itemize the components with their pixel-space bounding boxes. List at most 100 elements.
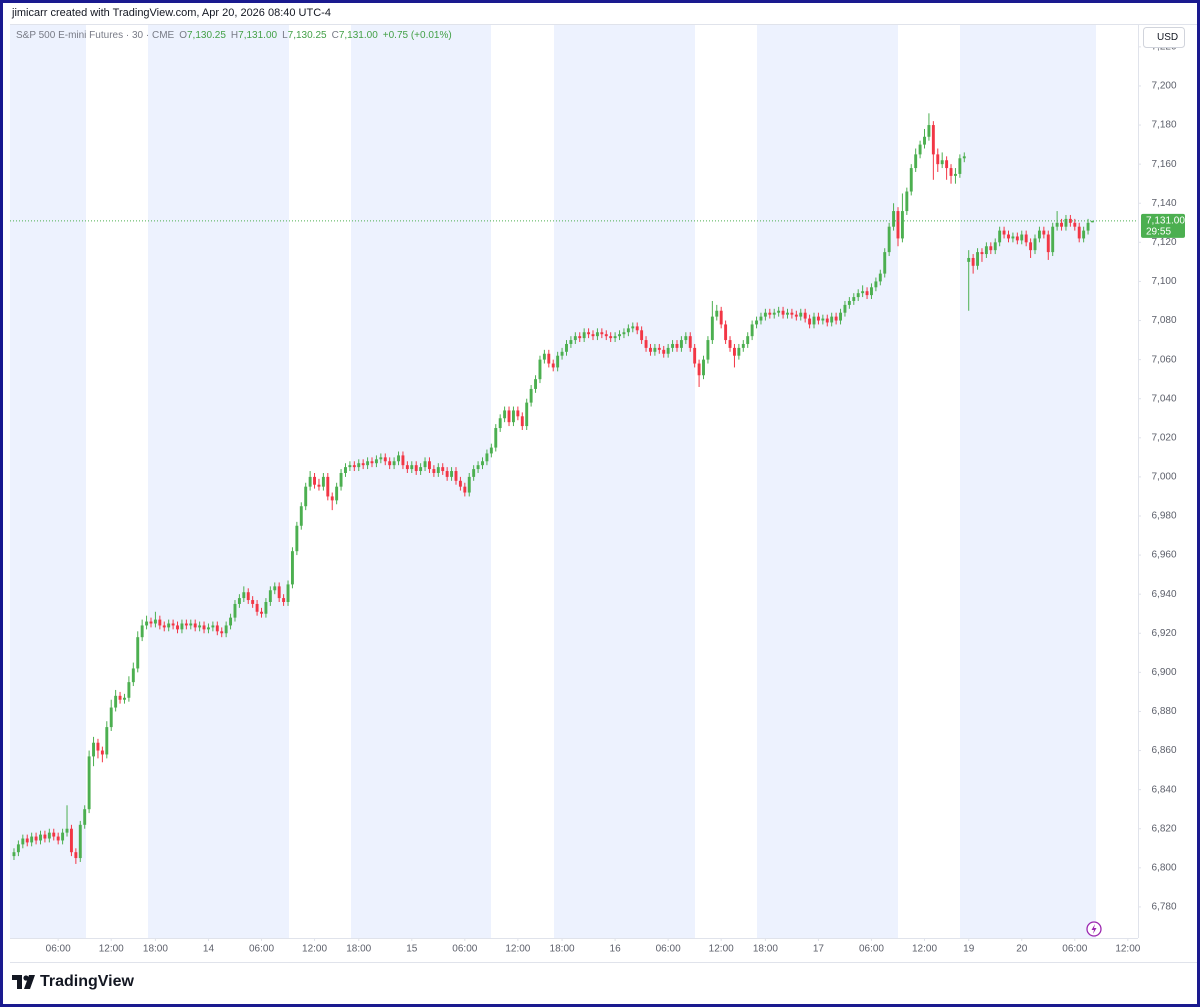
candle-body [397,455,400,462]
candle-body [237,598,241,604]
candle-body [649,347,652,352]
alert-icon[interactable] [1086,921,1102,937]
candle-body [507,410,511,423]
candle-body [436,467,440,473]
currency-label[interactable]: USD [1157,32,1178,43]
candle-body [370,461,374,464]
candle-body [176,625,179,630]
x-tick-label: 18:00 [550,944,575,955]
y-tick-label: 6,960 [1151,550,1176,561]
candle-body [834,316,838,321]
candle-body [476,465,480,470]
candle-body [87,756,91,810]
candle-body [379,457,383,460]
candle-body [640,330,644,341]
candle-body [83,809,87,825]
candle-body [127,682,131,698]
candle-body [560,351,564,356]
candle-body [565,343,568,352]
candle-body [900,211,904,239]
legend-symbol: S&P 500 E-mini Futures · 30 · CME [16,30,175,41]
candle-body [1033,238,1037,251]
candle-body [299,506,303,526]
candle-body [357,463,361,468]
candle-body [277,586,281,599]
candle-body [763,312,767,317]
candle-body [220,631,224,634]
last-price-box [1141,213,1185,238]
candle-body [246,592,250,601]
candle-body [777,310,781,313]
candle-body [224,625,228,634]
candle-body [830,316,834,323]
legend-value: 7,130.25 [187,30,226,41]
candle-body [25,838,29,843]
y-tick-label: 6,820 [1151,823,1176,834]
x-tick-label: 12:00 [505,944,530,955]
candle-body [100,750,104,755]
x-tick-label: 16 [610,944,622,955]
candle-body [56,836,60,841]
candle-body [207,627,210,630]
candle-body [870,287,873,296]
candle-body [392,461,396,466]
candle-body [498,418,502,429]
candle-body [732,347,736,356]
legend-value: 7,131.00 [339,30,378,41]
candle-body [839,312,842,321]
candle-body [1011,236,1015,239]
y-tick-label: 6,780 [1151,902,1176,913]
header-text: jimicarr created with TradingView.com, A… [11,7,331,19]
legend-key: C [332,30,339,41]
candle-body [781,310,785,315]
candle-body [1015,236,1019,241]
candle-body [1024,234,1028,243]
session-bg [351,24,491,938]
session-bg [960,24,1096,938]
y-tick-label: 7,000 [1151,472,1176,483]
candle-body [1046,234,1050,253]
candle-body [105,727,109,755]
candle-body [308,476,312,487]
y-tick-label: 6,880 [1151,706,1176,717]
candle-body [229,617,233,626]
candle-body [945,160,949,169]
candle-body [958,158,962,174]
candle-body [706,340,710,360]
candle-body [52,832,56,837]
x-tick-label: 14 [203,944,215,955]
candle-body [529,388,533,403]
candle-body [405,465,409,470]
y-tick-label: 7,080 [1151,315,1176,326]
candle-body [768,312,772,315]
candle-body [145,621,149,626]
candle-body [198,625,202,628]
candle-body [538,359,542,380]
x-tick-label: 06:00 [249,944,274,955]
candle-body [1082,230,1086,239]
session-bg [757,24,898,938]
candle-body [419,467,423,472]
candle-body [887,226,891,253]
candle-body [693,347,697,364]
y-tick-label: 6,840 [1151,784,1176,795]
session-backgrounds [10,24,1096,938]
candle-body [710,316,714,341]
candle-body [454,471,458,481]
candle-body [582,332,586,339]
candle-body [1020,234,1024,241]
logo-shape [12,975,22,989]
alert-bolt [1091,924,1097,934]
candle-body [366,461,370,466]
candle-body [949,168,953,176]
legend-value: 7,130.25 [288,30,327,41]
currency-box[interactable] [1143,27,1185,48]
legend-key: L [282,30,288,41]
candle-body [47,832,51,839]
logo-text: TradingView [40,973,135,990]
candle-body [304,486,308,507]
candle-body [423,461,427,468]
candle-body [313,476,317,485]
candle-body [631,326,635,329]
